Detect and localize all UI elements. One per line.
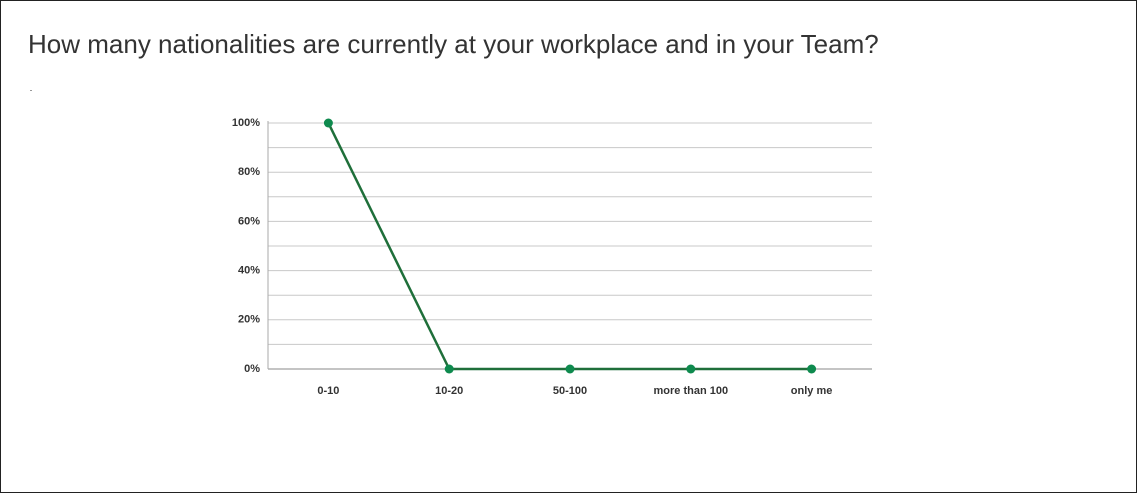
y-tick-label: 100%	[232, 117, 260, 129]
y-tick-label: 0%	[244, 363, 260, 375]
y-tick-label: 20%	[238, 314, 260, 326]
marker	[686, 364, 696, 374]
chart-title: How many nationalities are currently at …	[28, 29, 879, 59]
y-tick-label: 80%	[238, 166, 260, 178]
x-tick-label: 0-10	[317, 385, 339, 397]
dot	[30, 90, 32, 91]
x-tick-label: 10-20	[435, 385, 463, 397]
x-tick-label: 50-100	[553, 385, 587, 397]
marker	[807, 364, 817, 374]
y-tick-label: 40%	[238, 265, 260, 277]
marker	[565, 364, 575, 374]
x-tick-label: more than 100	[654, 385, 729, 397]
marker	[444, 364, 454, 374]
y-tick-label: 60%	[238, 215, 260, 227]
x-tick-label: only me	[791, 385, 833, 397]
marker	[323, 118, 333, 128]
